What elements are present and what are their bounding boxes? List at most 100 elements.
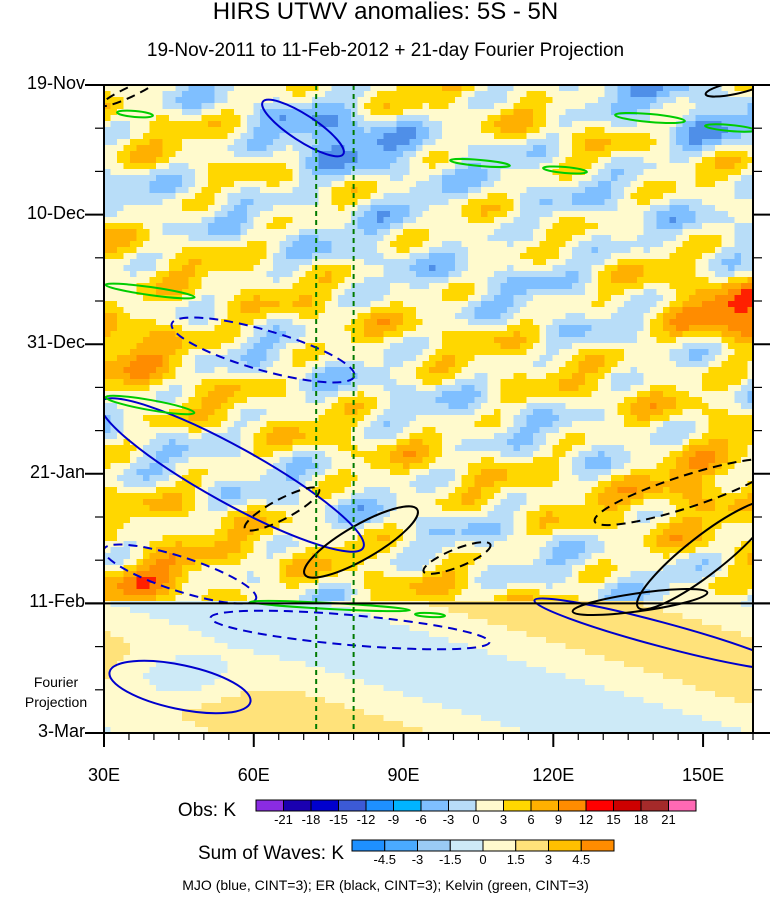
heat-cell [390, 379, 398, 386]
heat-cell [247, 313, 255, 320]
heat-cell [604, 91, 612, 98]
heat-cell [591, 247, 599, 254]
heat-cell [650, 235, 658, 242]
heat-cell [682, 211, 690, 218]
heat-cell [279, 103, 287, 110]
heat-cell [247, 205, 255, 212]
heat-cell [585, 331, 593, 338]
heat-cell [331, 331, 339, 338]
heat-cell [130, 301, 138, 308]
heat-cell [227, 271, 235, 278]
heat-cell [702, 133, 710, 140]
heat-cell [299, 211, 307, 218]
heat-cell [123, 175, 131, 182]
heat-cell [149, 265, 157, 272]
chart-title: HIRS UTWV anomalies: 5S - 5N [212, 0, 559, 25]
heat-cell [565, 175, 573, 182]
heat-cell [305, 289, 313, 296]
heat-cell [104, 145, 112, 152]
heat-cell [695, 223, 703, 230]
heat-cell [247, 307, 255, 314]
heat-cell [136, 295, 144, 302]
heat-cell [344, 265, 352, 272]
heat-cell [221, 355, 229, 362]
heat-cell [169, 289, 177, 296]
heat-cell [143, 361, 151, 368]
heat-cell [455, 193, 463, 200]
heat-cell [442, 235, 450, 242]
heat-cell [208, 205, 216, 212]
heat-cell [578, 337, 586, 344]
heat-cell [162, 157, 170, 164]
heat-cell [663, 253, 671, 260]
heat-cell [247, 289, 255, 296]
heat-cell [299, 271, 307, 278]
heat-cell [461, 289, 469, 296]
heat-cell [214, 253, 222, 260]
heat-cell [689, 349, 697, 356]
heat-cell [299, 175, 307, 182]
heat-cell [539, 193, 547, 200]
heat-cell [578, 103, 586, 110]
heat-cell [318, 325, 326, 332]
heat-cell [253, 337, 261, 344]
heat-cell [539, 163, 547, 170]
heat-cell [364, 163, 372, 170]
heat-cell [175, 133, 183, 140]
heat-cell [435, 337, 443, 344]
heat-cell [403, 181, 411, 188]
heat-cell [676, 235, 684, 242]
heat-cell [721, 241, 729, 248]
heat-cell [539, 133, 547, 140]
heat-cell [494, 355, 502, 362]
heat-cell [416, 307, 424, 314]
heat-cell [370, 139, 378, 146]
heat-cell [468, 259, 476, 266]
heat-cell [572, 193, 580, 200]
heat-cell [305, 145, 313, 152]
heat-cell [669, 361, 677, 368]
heat-cell [520, 241, 528, 248]
heat-cell [546, 181, 554, 188]
heat-cell [429, 151, 437, 158]
heat-cell [715, 259, 723, 266]
heat-cell [643, 247, 651, 254]
heat-cell [721, 379, 729, 386]
heat-cell [741, 133, 749, 140]
heat-cell [214, 319, 222, 326]
heat-cell [208, 325, 216, 332]
heat-cell [513, 97, 521, 104]
heat-cell [546, 133, 554, 140]
heat-cell [149, 361, 157, 368]
heat-cell [572, 331, 580, 338]
heat-cell [624, 211, 632, 218]
heat-cell [188, 241, 196, 248]
heat-cell [195, 295, 203, 302]
heat-cell [117, 295, 125, 302]
heat-cell [604, 103, 612, 110]
heat-cell [455, 211, 463, 218]
heat-cell [565, 307, 573, 314]
heat-cell [221, 367, 229, 374]
heat-cell [188, 85, 196, 92]
heat-cell [344, 283, 352, 290]
heat-cell [162, 139, 170, 146]
heat-cell [117, 91, 125, 98]
heat-cell [169, 337, 177, 344]
heat-cell [286, 157, 294, 164]
heat-cell [175, 241, 183, 248]
heat-cell [286, 205, 294, 212]
heat-cell [656, 133, 664, 140]
heat-cell [513, 265, 521, 272]
heat-cell [422, 133, 430, 140]
heat-cell [331, 139, 339, 146]
heat-cell [396, 307, 404, 314]
heat-cell [565, 97, 573, 104]
heat-cell [611, 319, 619, 326]
heat-cell [611, 247, 619, 254]
heat-cell [409, 253, 417, 260]
heat-cell [585, 121, 593, 128]
heat-cell [247, 127, 255, 134]
heat-cell [676, 325, 684, 332]
heat-cell [279, 289, 287, 296]
